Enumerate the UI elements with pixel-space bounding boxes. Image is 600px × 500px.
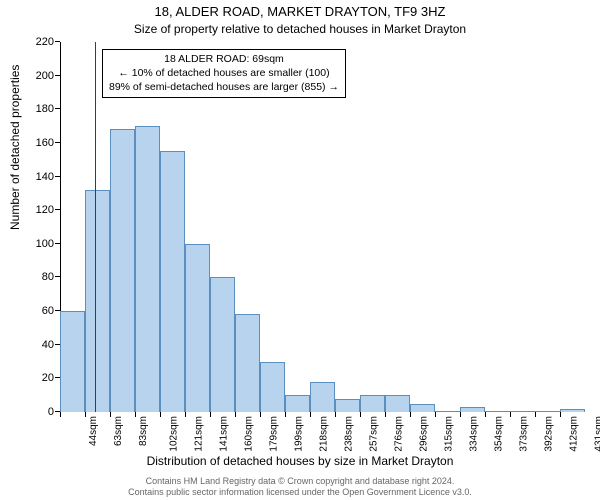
y-tick-label: 140 bbox=[36, 171, 54, 183]
histogram-bar bbox=[60, 311, 85, 412]
y-tick-label: 180 bbox=[36, 103, 54, 115]
y-tick-label: 220 bbox=[36, 36, 54, 48]
x-tick-label: 373sqm bbox=[519, 416, 530, 452]
histogram-bar bbox=[285, 395, 310, 412]
x-tick-mark bbox=[285, 412, 286, 417]
histogram-bar bbox=[385, 395, 410, 412]
histogram-bar bbox=[85, 190, 110, 412]
annotation-line: 18 ALDER ROAD: 69sqm bbox=[109, 53, 339, 67]
x-tick-label: 392sqm bbox=[544, 416, 555, 452]
histogram-bar bbox=[410, 404, 435, 412]
x-tick-mark bbox=[335, 412, 336, 417]
chart-title-main: 18, ALDER ROAD, MARKET DRAYTON, TF9 3HZ bbox=[0, 4, 600, 19]
x-tick-mark bbox=[135, 412, 136, 417]
x-tick-mark bbox=[510, 412, 511, 417]
annotation-line: ← 10% of detached houses are smaller (10… bbox=[109, 67, 339, 81]
x-tick-label: 63sqm bbox=[113, 416, 124, 446]
x-tick-label: 276sqm bbox=[394, 416, 405, 452]
histogram-bar bbox=[535, 411, 560, 412]
x-tick-mark bbox=[210, 412, 211, 417]
x-tick-mark bbox=[160, 412, 161, 417]
x-tick-label: 121sqm bbox=[194, 416, 205, 452]
x-tick-mark bbox=[485, 412, 486, 417]
histogram-bar bbox=[485, 411, 510, 412]
x-tick-mark bbox=[535, 412, 536, 417]
histogram-bar bbox=[310, 382, 335, 412]
x-tick-mark bbox=[85, 412, 86, 417]
footer-attribution: Contains HM Land Registry data © Crown c… bbox=[0, 476, 600, 498]
x-tick-mark bbox=[435, 412, 436, 417]
x-tick-label: 218sqm bbox=[319, 416, 330, 452]
y-tick-label: 120 bbox=[36, 204, 54, 216]
x-tick-label: 431sqm bbox=[594, 416, 600, 452]
x-tick-mark bbox=[110, 412, 111, 417]
x-tick-label: 83sqm bbox=[138, 416, 149, 446]
y-tick-label: 20 bbox=[42, 372, 54, 384]
x-tick-label: 141sqm bbox=[219, 416, 230, 452]
x-tick-mark bbox=[310, 412, 311, 417]
annotation-line: 89% of semi-detached houses are larger (… bbox=[109, 81, 339, 95]
y-tick-label: 0 bbox=[48, 406, 54, 418]
plot-area: 02040608010012014016018020022044sqm63sqm… bbox=[60, 42, 585, 412]
x-tick-label: 354sqm bbox=[494, 416, 505, 452]
y-tick-label: 160 bbox=[36, 137, 54, 149]
x-tick-mark bbox=[410, 412, 411, 417]
histogram-bar bbox=[260, 362, 285, 412]
annotation-box: 18 ALDER ROAD: 69sqm← 10% of detached ho… bbox=[102, 49, 346, 98]
x-tick-label: 334sqm bbox=[469, 416, 480, 452]
histogram-bar bbox=[435, 411, 460, 412]
x-tick-mark bbox=[60, 412, 61, 417]
x-axis-label: Distribution of detached houses by size … bbox=[0, 454, 600, 468]
y-axis-label: Number of detached properties bbox=[8, 65, 22, 230]
x-tick-mark bbox=[260, 412, 261, 417]
footer-line-2: Contains public sector information licen… bbox=[0, 487, 600, 498]
histogram-bar bbox=[110, 129, 135, 412]
histogram-bar bbox=[510, 411, 535, 412]
x-tick-label: 160sqm bbox=[244, 416, 255, 452]
x-tick-mark bbox=[560, 412, 561, 417]
property-size-chart: 18, ALDER ROAD, MARKET DRAYTON, TF9 3HZ … bbox=[0, 0, 600, 500]
footer-line-1: Contains HM Land Registry data © Crown c… bbox=[0, 476, 600, 487]
reference-line bbox=[95, 42, 96, 412]
x-tick-label: 315sqm bbox=[444, 416, 455, 452]
y-tick-label: 200 bbox=[36, 70, 54, 82]
x-tick-label: 238sqm bbox=[344, 416, 355, 452]
histogram-bar bbox=[360, 395, 385, 412]
histogram-bar bbox=[560, 409, 585, 412]
x-tick-label: 412sqm bbox=[569, 416, 580, 452]
x-tick-label: 179sqm bbox=[269, 416, 280, 452]
histogram-bar bbox=[235, 314, 260, 412]
x-tick-mark bbox=[185, 412, 186, 417]
histogram-bar bbox=[135, 126, 160, 412]
x-tick-mark bbox=[460, 412, 461, 417]
x-tick-label: 44sqm bbox=[88, 416, 99, 446]
y-tick-label: 40 bbox=[42, 339, 54, 351]
y-tick-label: 100 bbox=[36, 238, 54, 250]
chart-title-sub: Size of property relative to detached ho… bbox=[0, 22, 600, 36]
histogram-bar bbox=[335, 399, 360, 412]
x-tick-label: 257sqm bbox=[369, 416, 380, 452]
x-tick-label: 296sqm bbox=[419, 416, 430, 452]
histogram-bar bbox=[210, 277, 235, 412]
y-tick-label: 80 bbox=[42, 271, 54, 283]
x-tick-label: 199sqm bbox=[294, 416, 305, 452]
histogram-bar bbox=[160, 151, 185, 412]
x-tick-mark bbox=[235, 412, 236, 417]
x-tick-mark bbox=[385, 412, 386, 417]
y-tick-label: 60 bbox=[42, 305, 54, 317]
x-tick-mark bbox=[360, 412, 361, 417]
histogram-bar bbox=[185, 244, 210, 412]
histogram-bar bbox=[460, 407, 485, 412]
x-tick-label: 102sqm bbox=[169, 416, 180, 452]
